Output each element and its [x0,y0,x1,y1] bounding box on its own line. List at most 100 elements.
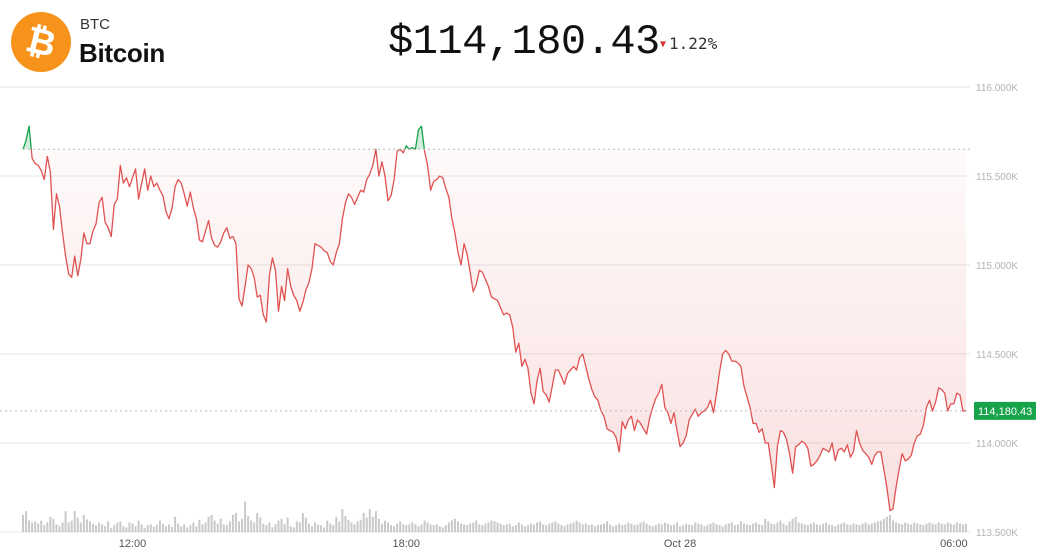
volume-bar [25,511,28,532]
volume-bar [919,524,922,532]
volume-bar [612,526,615,532]
volume-bar [98,522,101,532]
volume-bar [773,524,776,532]
volume-bar [362,513,365,532]
volume-bar [164,526,167,532]
volume-bar [499,523,502,532]
volume-bar [928,522,931,532]
volume-bar [493,521,496,532]
volume-bar [88,521,91,532]
volume-bar [788,521,791,532]
volume-bar [171,527,174,532]
volume-bar [262,523,265,532]
volume-bar [849,525,852,532]
volume-bar [952,524,955,532]
price-change: ▼ 1.22% [660,34,717,53]
price-line-below [23,149,966,512]
volume-bar [797,522,800,532]
volume-bar [910,524,913,532]
volume-bar [636,524,639,532]
volume-bar [274,524,277,532]
volume-bar [965,523,967,532]
volume-bar [414,524,417,532]
volume-bar [241,518,244,532]
volume-bar [767,521,770,532]
volume-bar [633,525,636,532]
volume-bar [648,525,651,532]
volume-bar [891,520,894,532]
volume-bars [22,501,967,532]
volume-bar [277,520,280,532]
volume-bar [825,522,828,532]
volume-bar [353,524,356,532]
volume-bar [901,524,904,532]
volume-bar [949,523,952,532]
volume-bar [216,523,219,532]
volume-bar [593,526,596,532]
volume-bar [669,525,672,532]
volume-bar [253,522,256,532]
volume-bar [715,524,718,532]
volume-bar [873,522,876,532]
volume-bar [739,521,742,532]
volume-bar [679,526,682,532]
volume-bar [195,526,198,532]
volume-bar [508,523,511,532]
volume-bar [128,522,131,532]
volume-bar [423,520,426,532]
volume-bar [691,525,694,532]
volume-bar [326,520,329,532]
volume-bar [867,524,870,532]
volume-bar [463,524,466,532]
volume-bar [676,522,679,532]
volume-bar [560,525,563,532]
volume-bar [64,511,67,532]
volume-bar [913,522,916,532]
volume-bar [818,525,821,532]
volume-bar [113,525,116,532]
volume-bar [566,524,569,532]
volume-bar [298,522,301,532]
volume-bar [149,524,152,532]
y-tick-label: 116.000K [976,83,1018,94]
volume-bar [946,522,949,532]
volume-bar [627,522,630,532]
volume-bar [803,524,806,532]
volume-bar [481,525,484,532]
volume-bar [791,518,794,532]
volume-bar [204,522,207,532]
volume-bar [709,523,712,532]
volume-bar [417,526,420,532]
volume-bar [310,526,313,532]
volume-bar [517,522,520,532]
volume-bar [317,524,320,532]
volume-bar [201,524,204,532]
volume-bar [931,523,934,532]
volume-bar [119,521,122,532]
volume-bar [341,509,344,532]
volume-bar [338,521,341,532]
volume-bar [146,525,149,532]
volume-bar [256,513,259,532]
volume-bar [237,521,240,532]
volume-bar [651,526,654,532]
volume-bar [761,525,764,532]
y-tick-label: 114.000K [976,439,1018,450]
volume-bar [688,524,691,532]
price-change-value: 1.22% [669,34,718,53]
volume-bar [745,524,748,532]
current-price: $114,180.43 [388,18,660,66]
y-tick-label: 114.500K [976,350,1018,361]
volume-bar [861,523,864,532]
volume-bar [219,518,222,532]
x-tick-label: 06:00 [940,538,968,550]
volume-bar [539,521,542,532]
volume-bar [198,519,201,532]
volume-bar [916,523,919,532]
volume-bar [870,523,873,532]
volume-bar [475,520,478,532]
volume-bar [545,525,548,532]
volume-bar [487,522,490,532]
volume-bar [368,509,371,532]
